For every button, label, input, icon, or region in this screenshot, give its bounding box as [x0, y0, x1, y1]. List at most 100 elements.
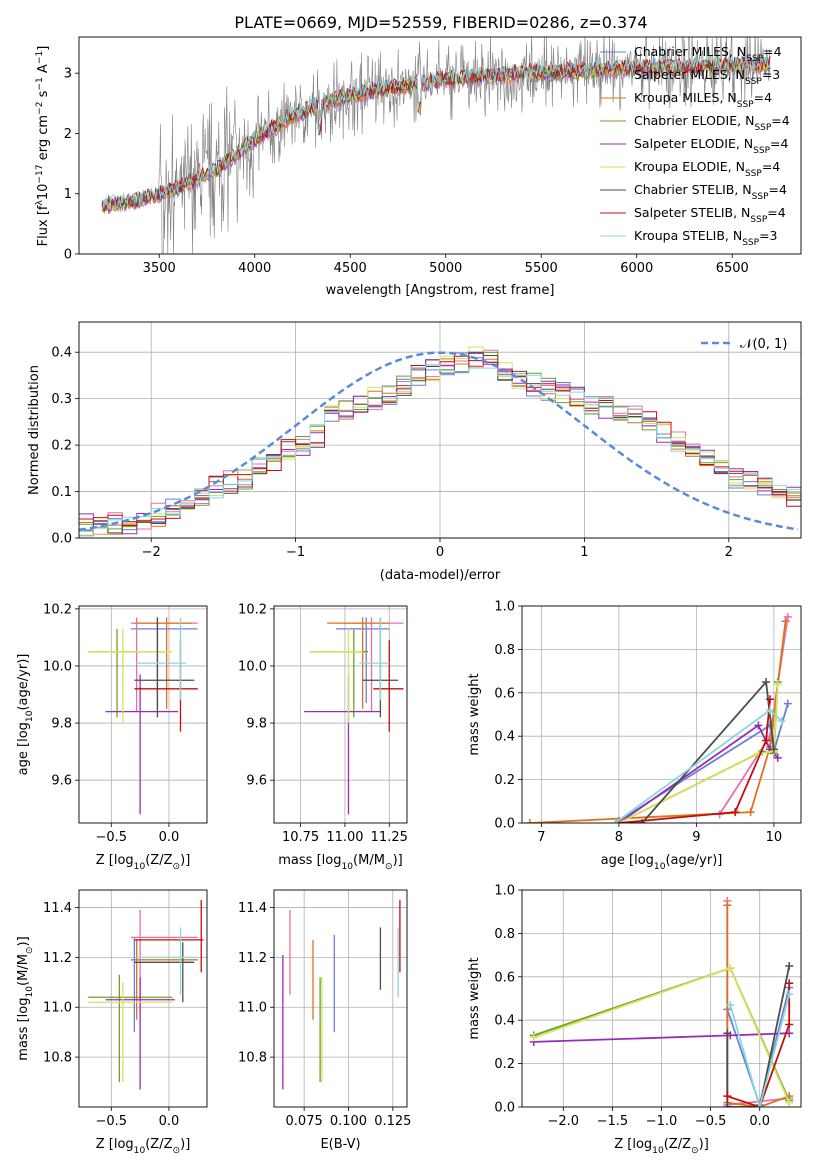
histogram-salpeter-stelib: [79, 355, 801, 526]
series-salpeter-miles: [715, 612, 792, 819]
x-tick-label: 0.0: [159, 1114, 180, 1129]
gridlines: [79, 606, 207, 823]
y-axis-label: Flux [fλ10−17 erg cm−2 s−1 A−1]: [35, 46, 51, 247]
y-tick-label: 11.4: [238, 901, 267, 916]
series-salpeter-elodie: [614, 721, 782, 823]
y-tick-label: 0.0: [494, 1101, 515, 1116]
y-tick-label: 0.0: [494, 817, 515, 832]
x-tick-label: 0.075: [286, 1114, 323, 1129]
plot-area: [529, 896, 794, 1107]
y-tick-label: 1.0: [494, 600, 515, 615]
axes-weight-vs-age: 7 8 9 10 0.0 0.2 0.4 0.6 0.8 1.0 age [log10(age/yr…: [467, 600, 802, 872]
y-tick-label: 9.6: [51, 774, 72, 789]
x-tick-label: 0.0: [159, 830, 180, 845]
histogram-kroupa-stelib: [79, 364, 801, 532]
y-tick-label: 10.0: [43, 659, 72, 674]
y-axis-label: age [log10(age/yr)]: [16, 654, 35, 776]
legend-label: Salpeter STELIB, NSSP=4: [634, 205, 786, 225]
data-point-marker: [746, 808, 755, 817]
x-tick-label: 0.125: [374, 1114, 411, 1129]
x-axis-label: E(B-V): [320, 1137, 360, 1152]
errorbar-kroupa-stelib: [359, 617, 390, 701]
x-tick-label: 0: [436, 545, 444, 560]
axes-frame: [78, 321, 802, 539]
x-tick-label: 6000: [620, 261, 653, 276]
data-point-marker: [785, 979, 794, 988]
series-salpeter-miles: [723, 896, 794, 1107]
legend-label: Chabrier ELODIE, NSSP=4: [634, 113, 790, 133]
x-axis-label: Z [log10(Z/Z⊙)]: [96, 1137, 191, 1156]
series-line: [618, 699, 771, 823]
errorbar-salpeter-stelib: [134, 899, 204, 973]
axes-frame: [78, 605, 208, 824]
y-tick-label: 0: [64, 248, 72, 263]
series-line: [726, 965, 791, 1107]
axes-frame: [273, 889, 408, 1108]
errorbar-kroupa-miles: [134, 939, 198, 1020]
series-salpeter-stelib: [614, 695, 774, 823]
errorbar-chabrier-stelib: [134, 617, 195, 718]
y-tick-label: 0.4: [494, 1014, 515, 1029]
plot-area: [525, 612, 792, 823]
x-axis-label: Z [log10(Z/Z⊙)]: [614, 1137, 709, 1156]
x-tick-label: 0.0: [749, 1114, 770, 1129]
legend-label: Chabrier MILES, NSSP=4: [634, 44, 782, 64]
data-point-marker: [785, 1020, 794, 1029]
data-point-marker: [726, 1001, 735, 1010]
series-line: [618, 679, 775, 823]
x-axis-label: age [log10(age/yr)]: [601, 853, 723, 872]
legend-label: Salpeter ELODIE, NSSP=4: [634, 136, 789, 156]
data-point-marker: [785, 961, 794, 970]
y-axis-label: mass [log10(M/M⊙)]: [16, 936, 35, 1060]
y-tick-label: 11.2: [238, 951, 267, 966]
axes-frame: [273, 605, 408, 824]
axes-frame: [78, 889, 208, 1108]
axes-spectrum: 3500 4000 4500 5000 5500 6000 6500 0 1 2 3 Chabrier…: [35, 36, 802, 298]
errorbar-kroupa-stelib: [136, 927, 198, 995]
errorbar-kroupa-elodie: [88, 628, 173, 724]
series-line: [618, 724, 779, 823]
axes-frame: [521, 605, 802, 824]
data-point-marker: [766, 695, 774, 704]
data-point-marker: [766, 706, 774, 715]
x-tick-label: −2.0: [547, 1114, 579, 1129]
data-point-marker: [773, 753, 782, 762]
x-tick-label: 10.75: [282, 830, 319, 845]
data-point-marker: [773, 680, 782, 689]
data-point-marker: [762, 736, 771, 745]
series-line: [718, 616, 789, 815]
plot-area: [304, 617, 404, 815]
x-tick-label: 7: [537, 830, 545, 845]
data-point-marker: [755, 1103, 764, 1107]
y-tick-label: 0.6: [494, 970, 515, 985]
series-line: [726, 905, 790, 1107]
legend-label: Kroupa MILES, NSSP=4: [634, 90, 772, 110]
x-tick-label: −0.5: [95, 1114, 127, 1129]
y-tick-label: 11.0: [238, 1001, 267, 1016]
axes-mass-vs-Z: −0.5 0.0 10.8 11.0 11.2 11.4 Z [log10(Z/Z⊙)] ma…: [16, 889, 208, 1156]
x-axis-label: (data-model)/error: [380, 568, 501, 583]
gridlines: [79, 890, 207, 1107]
axes-frame: [78, 36, 802, 255]
series-line: [727, 983, 791, 1107]
model-spectrum-kroupa-stelib: [101, 54, 771, 211]
y-axis-label: mass weight: [467, 957, 482, 1039]
x-tick-label: 3500: [143, 261, 176, 276]
series-line: [726, 900, 790, 1106]
series-line: [726, 987, 791, 1107]
errorbar-salpeter-elodie: [105, 674, 179, 815]
y-tick-label: 0.2: [494, 1057, 515, 1072]
x-tick-label: 11.00: [326, 830, 363, 845]
y-tick-label: 0.8: [494, 643, 515, 658]
x-tick-label: 5000: [429, 261, 462, 276]
legend-label: 𝒩(0, 1): [740, 337, 787, 352]
data-point-marker: [525, 819, 534, 823]
legend-label: Salpeter MILES, NSSP=3: [634, 67, 780, 87]
data-point-marker: [777, 717, 786, 726]
y-tick-label: 10.2: [43, 602, 72, 617]
data-point-marker: [785, 990, 794, 999]
x-tick-label: 10: [766, 830, 783, 845]
data-point-marker: [785, 1098, 794, 1107]
series-line: [729, 993, 791, 1107]
y-tick-label: 10.8: [43, 1051, 72, 1066]
